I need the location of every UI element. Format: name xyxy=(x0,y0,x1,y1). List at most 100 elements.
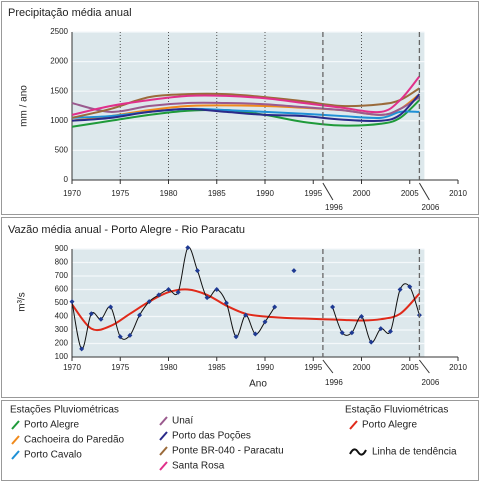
legend-swatch xyxy=(11,420,20,430)
x-tick-label: 1980 xyxy=(160,189,178,198)
data-point xyxy=(156,292,162,298)
series-line xyxy=(71,75,421,116)
y-tick-label: 900 xyxy=(55,244,69,253)
legend-label: Ponte BR-040 - Paracatu xyxy=(172,446,284,457)
series-line xyxy=(71,246,420,350)
data-point xyxy=(378,326,384,332)
data-point xyxy=(166,287,171,292)
data-point xyxy=(88,311,94,317)
data-point xyxy=(291,268,297,274)
legend-swatch xyxy=(159,431,168,441)
data-point xyxy=(69,299,75,305)
x-tick-label: 1995 xyxy=(304,189,322,198)
data-point xyxy=(349,330,355,336)
legend-swatch xyxy=(159,416,168,426)
data-point xyxy=(127,332,133,338)
y-tick-label: 100 xyxy=(55,352,69,361)
data-point xyxy=(233,334,239,340)
annotation: 2006 xyxy=(422,203,440,212)
x-tick-label: 1985 xyxy=(208,363,226,372)
series-line xyxy=(71,96,420,116)
x-tick-label: 1990 xyxy=(256,363,274,372)
x-tick-label: 2000 xyxy=(353,189,371,198)
data-point xyxy=(117,334,123,340)
series-line xyxy=(71,93,421,123)
data-point xyxy=(79,346,85,352)
legend-label: Porto Alegre xyxy=(24,420,79,431)
series-line xyxy=(71,87,420,119)
annotation: 1996 xyxy=(325,203,343,212)
data-point xyxy=(146,299,152,305)
x-tick-label: 2000 xyxy=(353,363,371,372)
data-point xyxy=(407,284,413,290)
y-tick-label: 500 xyxy=(55,298,69,307)
y-tick-label: 1000 xyxy=(50,116,68,125)
legend-label: Porto das Poções xyxy=(172,431,251,442)
data-point xyxy=(137,312,143,318)
x-tick-label: 1980 xyxy=(160,363,178,372)
data-point xyxy=(359,314,364,319)
data-point xyxy=(194,268,200,274)
annotation-arrow xyxy=(419,359,430,374)
x-tick-label: 2005 xyxy=(401,363,419,372)
legend-label: Porto Alegre xyxy=(362,420,417,431)
legend-label: Cachoeira do Paredão xyxy=(24,435,125,446)
x-tick-label: 1970 xyxy=(63,363,81,372)
annotation-arrow xyxy=(322,182,334,201)
y-tick-label: 500 xyxy=(55,146,69,155)
data-point xyxy=(330,304,336,310)
y-tick-label: 2500 xyxy=(50,27,68,36)
y-tick-label: 0 xyxy=(64,175,69,184)
annotation: 2006 xyxy=(422,378,440,387)
legend-swatch xyxy=(11,435,20,445)
x-tick-label: 1975 xyxy=(111,189,129,198)
x-axis-label: Ano xyxy=(249,379,267,390)
data-point xyxy=(204,295,210,301)
x-tick-label: 1995 xyxy=(304,363,322,372)
data-point xyxy=(368,339,374,345)
annotation-arrow xyxy=(322,359,334,374)
legend-title: Estações Pluviométricas xyxy=(10,405,119,416)
legend-swatch xyxy=(349,420,358,430)
y-tick-label: 400 xyxy=(55,312,69,321)
legend-label: Linha de tendência xyxy=(372,447,457,458)
data-point xyxy=(339,330,345,336)
chart-title: Precipitação média anual xyxy=(8,7,132,19)
legend-swatch xyxy=(349,448,367,456)
x-tick-label: 2010 xyxy=(449,363,467,372)
legend-label: Unaí xyxy=(172,416,193,427)
data-point xyxy=(262,319,268,325)
x-tick-label: 2010 xyxy=(449,189,467,198)
annotation-arrow xyxy=(418,182,430,201)
data-point xyxy=(214,287,220,292)
data-point xyxy=(98,316,104,322)
data-point xyxy=(252,331,258,337)
x-tick-label: 1975 xyxy=(111,363,129,372)
y-tick-label: 2000 xyxy=(50,57,68,66)
data-point xyxy=(108,304,114,310)
x-tick-label: 1990 xyxy=(256,189,274,198)
x-tick-label: 2005 xyxy=(401,189,419,198)
data-point xyxy=(397,287,403,292)
legend-swatch xyxy=(159,446,168,456)
legend-swatch xyxy=(159,461,168,471)
y-tick-label: 200 xyxy=(55,339,69,348)
legend-box xyxy=(1,400,479,481)
legend-label: Porto Cavalo xyxy=(24,450,82,461)
legend-label: Santa Rosa xyxy=(172,461,225,472)
y-tick-label: 800 xyxy=(55,258,69,267)
y-tick-label: 1500 xyxy=(50,86,68,95)
x-tick-label: 1970 xyxy=(63,189,81,198)
data-point xyxy=(243,312,249,318)
legend-title: Estação Fluviométricas xyxy=(345,405,448,416)
annotation: 1996 xyxy=(325,378,343,387)
data-point xyxy=(223,300,229,306)
data-point xyxy=(175,289,181,295)
y-tick-label: 300 xyxy=(55,325,69,334)
y-axis-label: mm / ano xyxy=(19,85,30,127)
data-point xyxy=(272,304,278,310)
data-point xyxy=(387,328,393,334)
y-tick-label: 600 xyxy=(55,285,69,294)
data-point xyxy=(185,245,191,251)
